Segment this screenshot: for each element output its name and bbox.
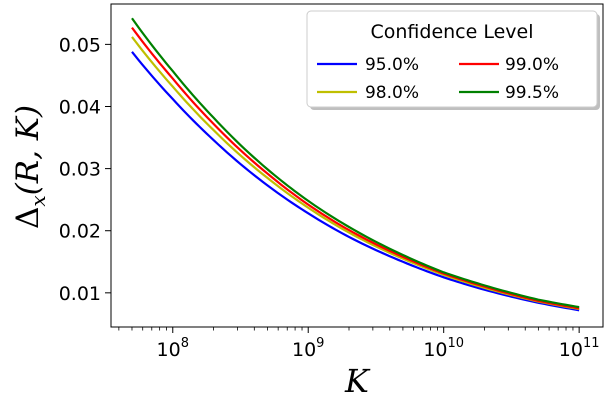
y-tick-label: 0.03 — [59, 159, 101, 181]
legend: Confidence Level 95.0% 99.0% 98.0% 99.5% — [306, 10, 600, 110]
axis-labels: K Δx(R, K) — [10, 105, 371, 400]
legend-title: Confidence Level — [370, 21, 533, 43]
x-tick-label: 1010 — [423, 336, 464, 361]
legend-label-99-5-: 99.5% — [505, 83, 559, 103]
y-tick-label: 0.04 — [59, 96, 101, 118]
y-tick-label: 0.02 — [59, 221, 101, 243]
y-tick-label: 0.01 — [59, 283, 101, 305]
series-line-99-5- — [131, 17, 580, 309]
x-tick-label: 1011 — [559, 336, 600, 361]
series-line-99-0- — [131, 26, 580, 310]
legend-label-99-0-: 99.0% — [505, 55, 559, 75]
legend-label-98-0-: 98.0% — [365, 83, 419, 103]
x-axis-label: K — [344, 362, 371, 400]
plot-frame — [110, 3, 604, 328]
x-tick-label: 109 — [292, 336, 324, 361]
y-axis-label: Δx(R, K) — [10, 105, 50, 229]
axes: 0.01 0.02 0.03 0.04 0.05 108 109 1010 1011 — [59, 3, 604, 361]
legend-box — [306, 10, 598, 108]
series-line-95-0- — [131, 51, 580, 312]
x-tick-label: 108 — [157, 336, 189, 361]
y-tick-label: 0.05 — [59, 34, 101, 56]
legend-label-95-0-: 95.0% — [365, 55, 419, 75]
series-lines — [131, 17, 580, 312]
